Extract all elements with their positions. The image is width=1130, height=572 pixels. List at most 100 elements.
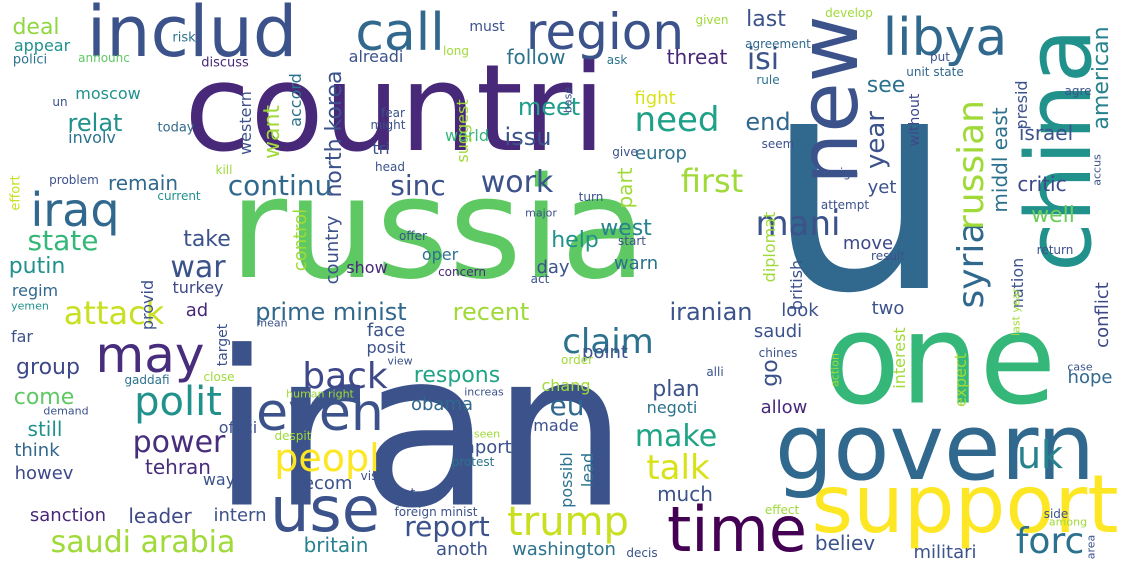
word-american: american [1089,26,1114,130]
word-north-korea: north korea [322,70,347,198]
word-conflict: conflict [1092,282,1113,348]
word-demand: demand [43,404,89,418]
word-provid: provid [138,279,157,331]
word-russia: russia [229,148,647,311]
word-possibl: possibl [557,452,576,508]
word-claim: claim [562,322,654,362]
word-power: power [132,425,226,460]
word-order: order [561,353,593,367]
word-kill: kill [215,163,233,177]
word-isi: isi [746,42,780,77]
word-accord: accord [286,73,305,127]
word-militari: militari [913,542,977,563]
word-last: last [746,7,786,32]
word-hope: hope [1067,367,1113,388]
word-negoti: negoti [646,398,698,417]
word-show: show [346,258,388,277]
word-even: even [256,383,384,443]
word-offer: offer [399,229,427,243]
word-must: must [469,19,505,35]
word-govern: govern [774,394,1096,501]
word-made: made [533,416,579,435]
word-put: put [930,50,950,64]
word-british: british [787,259,806,311]
word-still: still [27,417,63,441]
word-case: case [1067,360,1093,374]
word-time: time [666,493,808,566]
word-increas: increas [464,385,504,399]
word-relat: relat [67,109,123,137]
word-help: help [551,228,599,253]
word-countri: countri [184,40,606,179]
word-russian: russian [951,99,992,231]
word-alreadi: alreadi [348,47,404,66]
word-western: western [236,91,255,155]
word-major: major [525,206,557,220]
word-result: result [871,249,905,263]
word-presid: presid [1012,80,1031,130]
word-without: without [907,93,923,147]
word-country: country [322,215,343,285]
word-view: view [387,354,413,368]
word-oper: oper [421,245,459,264]
word-peopl: peopl [274,436,380,480]
word-action: action [828,353,842,387]
word-problem: problem [49,173,99,187]
word-foreign-minist: foreign minist [394,505,478,519]
word-set: set [396,486,416,500]
word-sanction: sanction [29,505,107,526]
word-intern: intern [213,505,267,526]
word-trump: trump [507,499,629,545]
word-report: report [404,510,490,543]
word-region: region [525,3,685,61]
word-accus: accus [1090,154,1104,186]
word-howev: howev [14,463,74,484]
word-need: need [634,100,720,140]
word-critic: critic [1017,172,1067,196]
word-area: area [1084,534,1098,560]
word-support: support [811,458,1119,551]
word-control: control [290,208,311,272]
word-decis: decis [626,546,658,560]
word-meet: meet [517,93,581,121]
word-year: year [861,110,891,170]
word-seem: seem [761,137,795,151]
word-give: give [612,145,638,159]
word-risk: risk [172,30,196,46]
word-plan: plan [652,377,700,402]
word-world: world [444,126,490,145]
word-fight: fight [634,88,676,109]
word-use: use [270,473,380,546]
word-protest: protest [451,455,495,469]
word-close: close [203,370,235,384]
word-agre: agre [1064,84,1092,98]
word-among: among [1048,515,1088,529]
word-group: group [16,355,80,380]
word-see: see [866,73,906,98]
word-return: return [1036,243,1074,257]
word-despit: despit [274,429,312,443]
word-face: face [366,320,406,341]
word-sign: sign [833,166,859,180]
word-washington: washington [512,539,616,560]
word-iranian: iranian [669,298,753,326]
word-syria: syria [951,221,992,309]
word-look: look [781,300,819,321]
word-turn: turn [578,190,604,204]
word-uk: uk [1016,433,1064,477]
word-alli: alli [706,365,724,379]
word-britain: britain [303,533,369,557]
word-europ: europ [635,143,687,164]
word-diplomat: diplomat [760,211,779,283]
word-saudi: saudi [753,321,803,342]
word-side: side [1043,507,1069,521]
word-warn: warn [613,253,659,274]
word-recent: recent [452,298,530,326]
word-continu: continu [227,169,333,202]
word-interest: interest [890,327,909,389]
word-lead: lead [578,452,597,488]
word-effort: effort [8,175,24,211]
word-ask: ask [606,53,628,67]
word-polici: polici [12,52,48,68]
